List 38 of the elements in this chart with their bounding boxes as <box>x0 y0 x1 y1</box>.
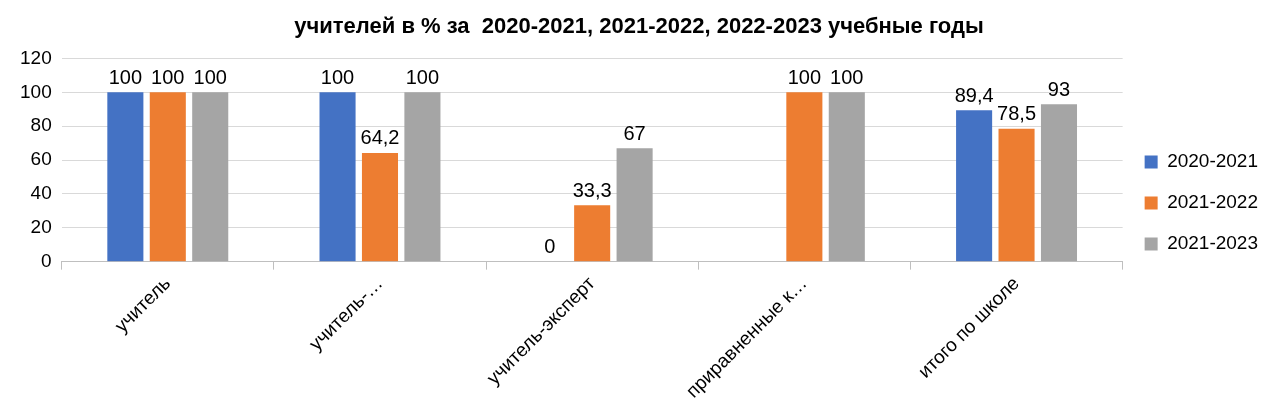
data-label: 100 <box>405 65 440 88</box>
y-tick-label: 60 <box>30 148 52 170</box>
bar <box>574 205 611 262</box>
y-tick-label: 120 <box>20 46 52 68</box>
bar <box>319 92 356 262</box>
y-tick-label: 80 <box>30 114 52 136</box>
y-tick-label: 0 <box>41 249 52 271</box>
chart-title: учителей в % за 2020-2021, 2021-2022, 2022-2023 учебные годы <box>294 13 984 39</box>
bar <box>361 152 399 262</box>
data-label: 100 <box>193 65 227 88</box>
bar <box>404 92 441 262</box>
y-tick-label: 40 <box>30 182 52 204</box>
bar <box>998 128 1035 262</box>
data-label: 100 <box>320 65 355 88</box>
bar <box>828 92 865 262</box>
data-label: 64,2 <box>360 126 400 149</box>
legend-label: 2020-2021 <box>1167 150 1259 172</box>
bar <box>149 92 186 262</box>
bar <box>192 92 229 262</box>
bar <box>107 92 144 262</box>
legend-label: 2021-2022 <box>1167 191 1259 213</box>
data-label: 100 <box>151 65 185 88</box>
bar <box>1040 104 1078 262</box>
data-label: 78,5 <box>997 102 1037 125</box>
data-label: 89,4 <box>954 83 994 106</box>
bar <box>956 110 993 262</box>
data-label: 100 <box>108 65 143 88</box>
data-label: 93 <box>1047 77 1071 100</box>
data-label: 67 <box>623 121 646 144</box>
data-label: 0 <box>544 235 556 258</box>
data-label: 33,3 <box>572 178 612 201</box>
data-label: 100 <box>830 65 864 88</box>
y-tick-label: 20 <box>30 216 52 237</box>
y-tick-label: 100 <box>20 80 52 102</box>
bar <box>616 148 653 262</box>
bar <box>786 92 823 262</box>
legend-label: 2021-2023 <box>1167 232 1259 254</box>
data-label: 100 <box>787 65 822 88</box>
